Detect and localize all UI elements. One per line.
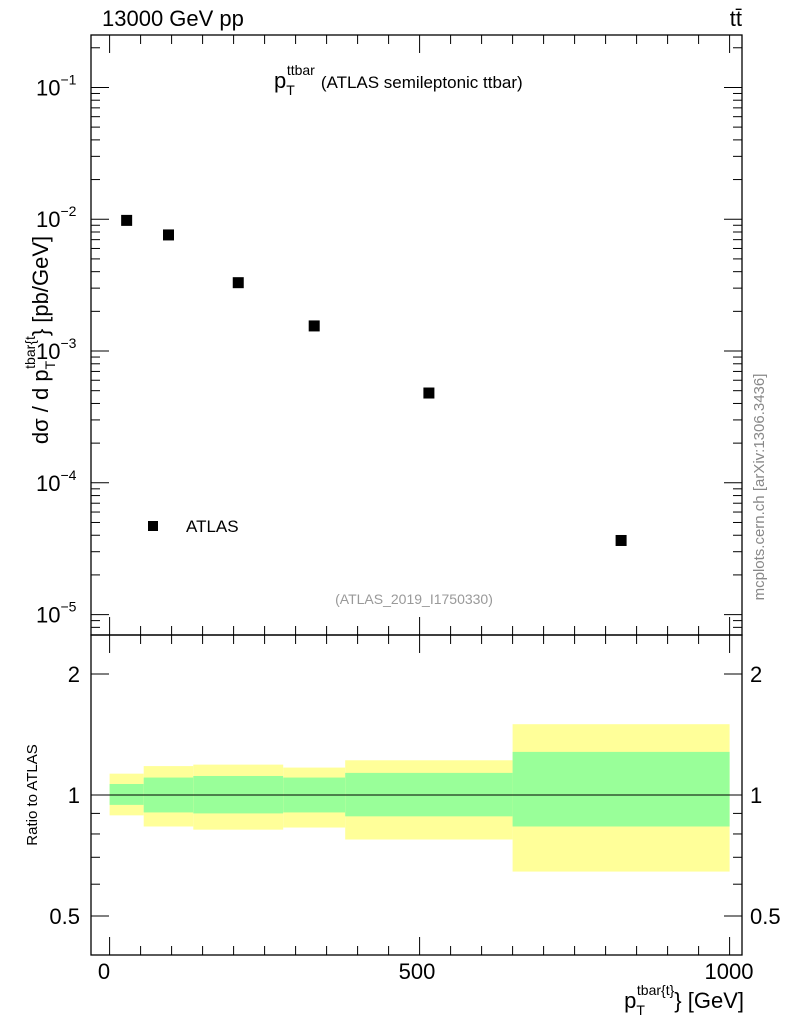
- data-point: [615, 534, 627, 546]
- top-plot-frame: [90, 34, 743, 636]
- watermark: mcplots.cern.ch [arXiv:1306.3436]: [751, 374, 768, 601]
- bottom-plot-ticks: [91, 635, 742, 955]
- ratio-ylabel: Ratio to ATLAS: [24, 744, 41, 845]
- data-point: [232, 277, 244, 289]
- xtick-label-1000: 1000: [705, 959, 754, 984]
- process-label: tt̄: [730, 6, 742, 31]
- legend-label: ATLAS: [186, 517, 239, 536]
- xlabel: pTtbar{t}} [GeV]: [624, 982, 744, 1018]
- xtick-label-500: 500: [399, 959, 436, 984]
- data-point: [308, 320, 320, 332]
- data-points: [121, 214, 627, 546]
- top-plot-ticks: [91, 35, 742, 636]
- ratio-ytick-label-1-right: 1: [750, 783, 762, 808]
- legend-marker: [148, 521, 158, 531]
- ratio-ytick-label-05-left: 0.5: [49, 904, 80, 929]
- top-ytick-labels: 10−1 10−2 10−3 10−4 10−5: [36, 71, 77, 627]
- energy-label: 13000 GeV pp: [102, 6, 244, 31]
- ratio-ytick-label-2-left: 2: [68, 662, 80, 687]
- ratio-ytick-label-2-right: 2: [750, 662, 762, 687]
- ratio-bands: [109, 724, 730, 872]
- top-ytick-label: 10−3: [36, 335, 77, 364]
- top-ytick-label: 10−2: [36, 203, 77, 232]
- top-ytick-label: 10−4: [36, 467, 77, 496]
- ratio-band-inner: [109, 784, 144, 805]
- top-plot-title: pTttbar(ATLAS semileptonic ttbar): [274, 62, 523, 98]
- data-point: [163, 229, 174, 241]
- top-ytick-label: 10−5: [36, 599, 77, 628]
- xtick-label-0: 0: [98, 959, 110, 984]
- ratio-ytick-label-05-right: 0.5: [750, 904, 781, 929]
- ratio-band-inner: [512, 751, 730, 827]
- analysis-id: (ATLAS_2019_I1750330): [335, 591, 493, 607]
- data-point: [423, 387, 435, 399]
- data-point: [121, 214, 133, 226]
- top-ytick-label: 10−1: [36, 71, 77, 100]
- top-plot-ylabel: dσ / d pTtbar{t} [pb/GeV]: [22, 236, 58, 444]
- ratio-ytick-label-1-left: 1: [68, 783, 80, 808]
